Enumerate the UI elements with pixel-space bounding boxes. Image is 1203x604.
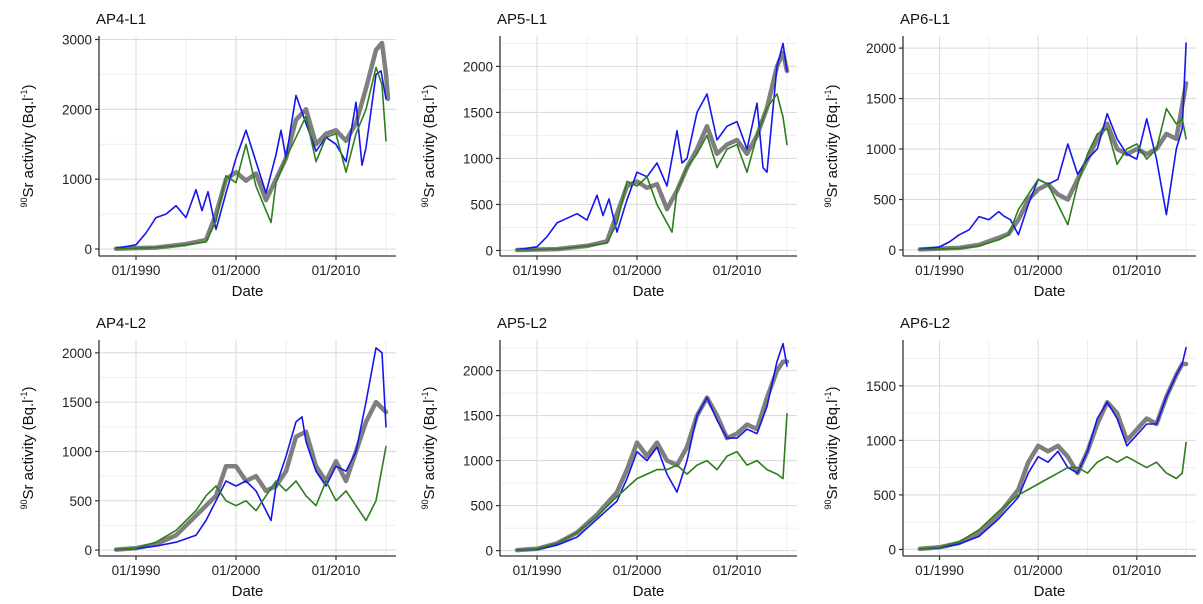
panel-2-y-tick-label: 0 xyxy=(485,243,493,258)
panel-5: AP5-L2 0 500 1000 1500 2000 01/1990 01/2000 01/2… xyxy=(420,315,797,600)
panel-3-y-tick-label: 1500 xyxy=(866,92,896,107)
panel-2-series-blue xyxy=(516,42,788,251)
panel-5-y-axis-label: 90Sr activity (Bq.l-1) xyxy=(420,386,438,509)
panel-5-y-tick-label: 1500 xyxy=(463,409,493,424)
panel-2-x-tick-label: 01/2000 xyxy=(613,263,662,278)
panel-4-x-tick-label: 01/2000 xyxy=(212,563,261,578)
panel-5-x-tick-label: 01/1990 xyxy=(513,563,562,578)
panel-3-y-tick-label: 500 xyxy=(873,192,896,207)
panel-1-x-tick-label: 01/1990 xyxy=(112,263,161,278)
panel-5-series-blue xyxy=(516,342,788,551)
panel-3-series-blue xyxy=(919,42,1187,250)
panel-2-title: AP5-L1 xyxy=(497,11,547,28)
panel-5-y-tick-label: 500 xyxy=(470,499,493,514)
panel-2-y-axis-label: 90Sr activity (Bq.l-1) xyxy=(420,84,438,207)
panel-6-x-tick-label: 01/2000 xyxy=(1014,563,1063,578)
panel-4-y-tick-label: 500 xyxy=(69,494,92,509)
panel-1-series-blue xyxy=(115,70,387,250)
panel-4-y-tick-label: 2000 xyxy=(62,346,92,361)
panel-1-y-tick-label: 2000 xyxy=(62,102,92,117)
panel-2-y-tick-label: 1500 xyxy=(463,105,493,120)
panel-4-x-axis-label: Date xyxy=(232,583,264,600)
panel-3-x-axis-label: Date xyxy=(1034,283,1066,300)
panel-4-series-group xyxy=(113,347,389,552)
panel-3-x-tick-label: 01/2010 xyxy=(1112,263,1161,278)
panel-3-y-axis-label: 90Sr activity (Bq.l-1) xyxy=(823,84,841,207)
panel-3-series-group xyxy=(917,42,1189,252)
panel-1-y-tick-label: 3000 xyxy=(62,32,92,47)
panel-4-series-blue xyxy=(115,347,387,551)
panel-2: AP5-L1 0 500 1000 1500 2000 01/1990 01/2000 01/2… xyxy=(420,11,797,300)
panel-5-title: AP5-L2 xyxy=(497,315,547,332)
panel-3-series-gray xyxy=(917,81,1189,252)
panel-5-y-tick-label: 0 xyxy=(485,544,493,559)
panel-1-x-tick-label: 01/2000 xyxy=(212,263,261,278)
panel-5-series-gray xyxy=(514,359,790,553)
panel-3-y-tick-label: 1000 xyxy=(866,142,896,157)
panel-4-y-tick-label: 1000 xyxy=(62,444,92,459)
panel-3-x-tick-label: 01/2000 xyxy=(1014,263,1063,278)
panel-6-y-axis-label: 90Sr activity (Bq.l-1) xyxy=(823,386,841,509)
panel-6-series-blue xyxy=(919,346,1187,550)
panel-6-x-tick-label: 01/1990 xyxy=(915,563,964,578)
panel-2-x-tick-label: 01/1990 xyxy=(513,263,562,278)
panel-4-y-axis-label: 90Sr activity (Bq.l-1) xyxy=(19,386,37,509)
panel-2-y-tick-label: 2000 xyxy=(463,59,493,74)
panel-1-series-group xyxy=(113,40,391,251)
panel-6-series-green xyxy=(919,441,1187,550)
panel-5-series-green xyxy=(516,413,788,551)
panel-3-y-tick-label: 2000 xyxy=(866,41,896,56)
panel-6: AP6-L2 0 500 1000 1500 01/1990 01/2000 01/2010 D… xyxy=(823,315,1196,600)
panel-3-series-green xyxy=(919,107,1187,251)
panel-1: AP4-L1 0 1000 2000 3000 01/1990 01/2000 01/2010… xyxy=(19,11,396,300)
panel-3-x-tick-label: 01/1990 xyxy=(915,263,964,278)
panel-4-x-tick-label: 01/1990 xyxy=(112,563,161,578)
panel-5-x-tick-label: 01/2010 xyxy=(713,563,762,578)
panel-6-series-group xyxy=(917,346,1189,552)
panel-1-x-axis-label: Date xyxy=(232,283,264,300)
panel-2-series-green xyxy=(516,93,788,251)
panel-4-y-tick-label: 0 xyxy=(84,543,92,558)
panel-1-title: AP4-L1 xyxy=(96,11,146,28)
panel-6-y-tick-label: 0 xyxy=(888,542,896,557)
panel-2-x-tick-label: 01/2010 xyxy=(713,263,762,278)
panel-1-y-axis-label: 90Sr activity (Bq.l-1) xyxy=(19,84,37,207)
panel-2-y-tick-label: 1000 xyxy=(463,151,493,166)
panel-2-y-tick-label: 500 xyxy=(470,197,493,212)
panel-6-y-tick-label: 500 xyxy=(873,488,896,503)
panel-6-y-tick-label: 1000 xyxy=(866,433,896,448)
panel-5-series-group xyxy=(514,342,790,553)
panel-5-y-tick-label: 1000 xyxy=(463,454,493,469)
panel-2-x-axis-label: Date xyxy=(633,283,665,300)
panel-1-series-green xyxy=(115,66,387,250)
panel-4-series-green xyxy=(115,445,387,551)
panel-6-title: AP6-L2 xyxy=(900,315,950,332)
panel-1-x-tick-label: 01/2010 xyxy=(312,263,361,278)
panel-6-x-tick-label: 01/2010 xyxy=(1112,563,1161,578)
panel-3-y-tick-label: 0 xyxy=(888,243,896,258)
panel-2-series-group xyxy=(514,42,790,253)
panel-6-x-axis-label: Date xyxy=(1034,583,1066,600)
panel-3: AP6-L1 0 500 1000 1500 2000 01/1990 01/2000 01/2… xyxy=(823,11,1196,300)
panel-5-x-tick-label: 01/2000 xyxy=(613,563,662,578)
panel-5-x-axis-label: Date xyxy=(633,583,665,600)
panel-1-y-tick-label: 0 xyxy=(84,242,92,257)
panel-2-series-gray xyxy=(514,50,790,253)
panel-4-y-tick-label: 1500 xyxy=(62,395,92,410)
panel-6-y-tick-label: 1500 xyxy=(866,379,896,394)
panel-4-title: AP4-L2 xyxy=(96,315,146,332)
panel-1-y-tick-label: 1000 xyxy=(62,172,92,187)
panel-4-x-tick-label: 01/2010 xyxy=(312,563,361,578)
panel-4: AP4-L2 0 500 1000 1500 2000 01/1990 01/2000 01/2… xyxy=(19,315,396,600)
panel-3-title: AP6-L1 xyxy=(900,11,950,28)
panel-5-y-tick-label: 2000 xyxy=(463,364,493,379)
